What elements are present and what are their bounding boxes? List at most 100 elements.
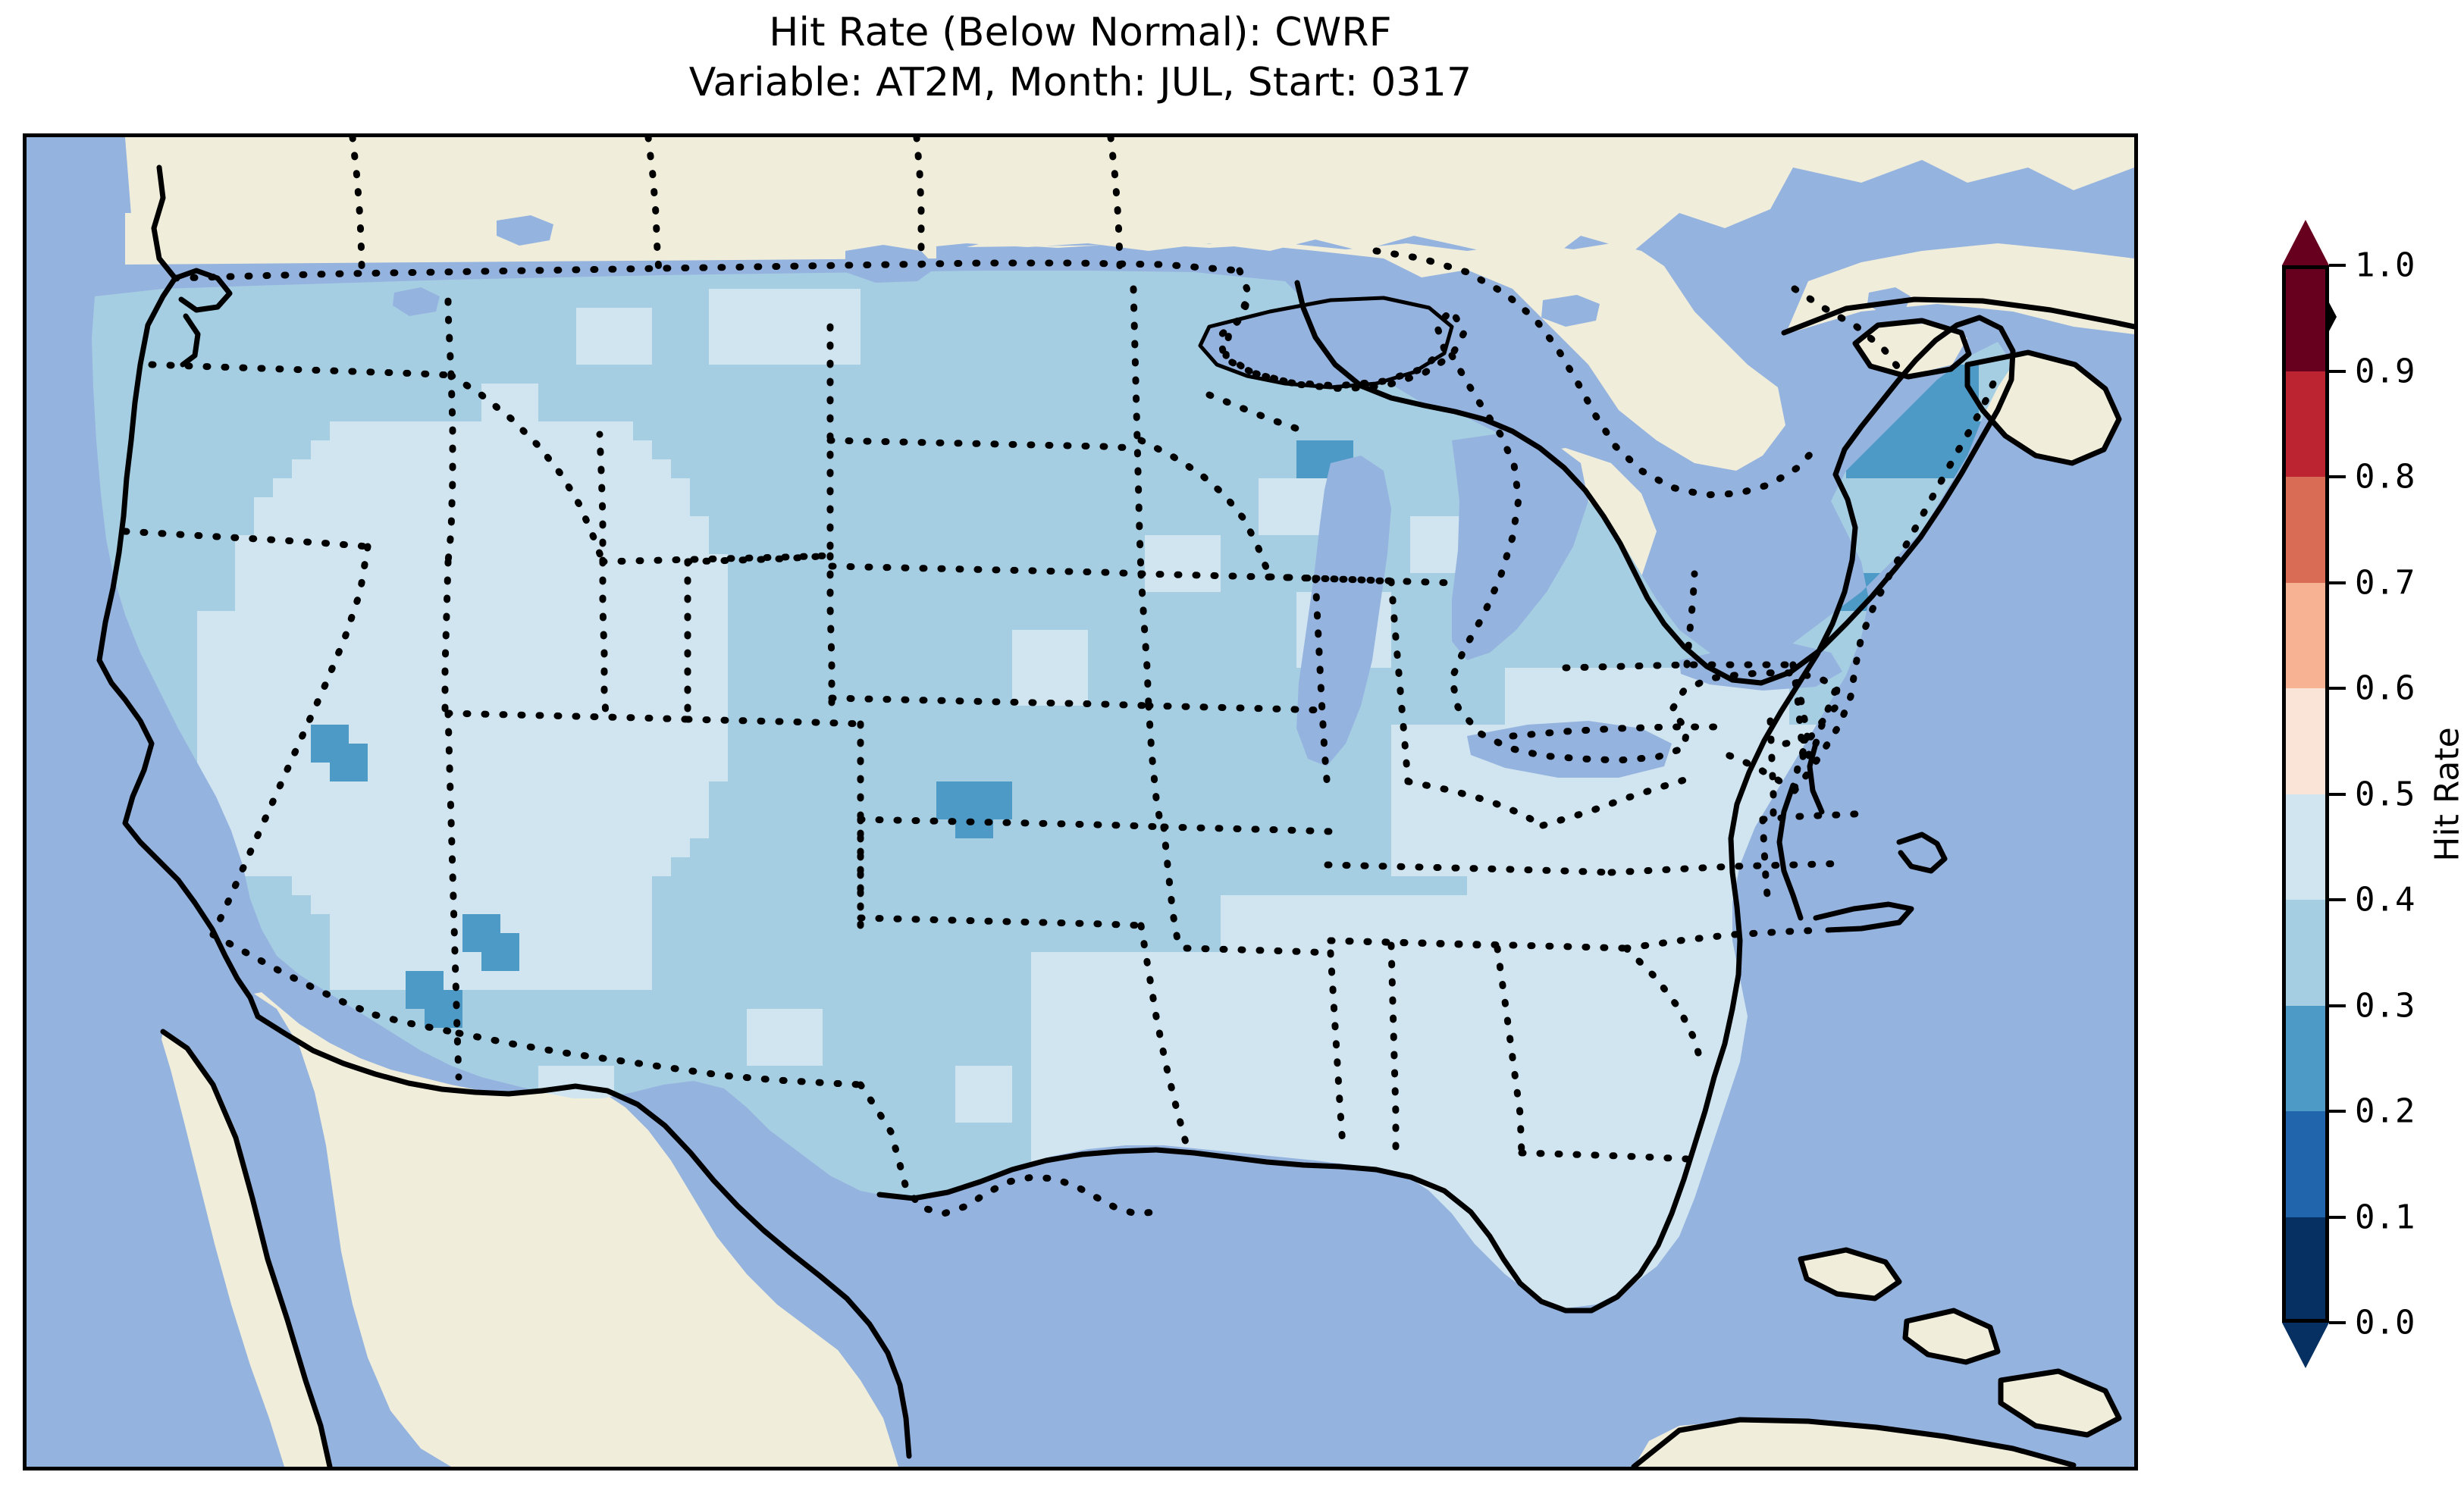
- state-border-ne-ia: [1137, 570, 1152, 709]
- canada-prov-0: [349, 137, 365, 279]
- colorbar-tick-label: 1.0: [2355, 246, 2415, 285]
- canada-prov-1: [644, 137, 663, 274]
- state-border-ny-vt: [1789, 661, 1807, 767]
- state-border-four-corners: [444, 709, 691, 723]
- colorbar-band-0.2-0.3[interactable]: [2286, 1005, 2325, 1111]
- colorbar-tick-label: 0.0: [2355, 1303, 2415, 1342]
- map-plot: [27, 137, 2134, 1467]
- state-border-in-oh: [1387, 578, 1412, 785]
- state-border-wy-ne: [826, 552, 835, 722]
- new-brunswick-coast: [1852, 318, 1972, 380]
- colorbar-band-0.0-0.1[interactable]: [2286, 1217, 2325, 1319]
- mexico-mainland: [254, 992, 898, 1467]
- lake-winnipeg: [845, 245, 936, 283]
- state-border-mo-ar: [1160, 823, 1334, 835]
- state-border-tx-la: [1137, 922, 1190, 1149]
- colorbar-band-0.4-0.5[interactable]: [2286, 794, 2325, 900]
- colorbar-band-0.6-0.7[interactable]: [2286, 582, 2325, 688]
- state-border-az-south: [371, 1011, 462, 1037]
- state-border-ct-ny: [1759, 816, 1771, 899]
- state-border-id-wy: [596, 431, 607, 565]
- state-border-wy-co: [599, 558, 610, 719]
- state-border-nc-va: [1607, 860, 1850, 876]
- lake-champlain: [1782, 487, 1822, 513]
- border-layer: [121, 137, 2003, 1217]
- colorbar-tick-label: 0.9: [2355, 352, 2415, 390]
- state-border-ms-al: [1387, 941, 1400, 1157]
- coastline-layer: [96, 164, 2134, 1467]
- lake-north-2: [497, 215, 553, 246]
- state-border-wi-il: [1266, 573, 1395, 585]
- colorbar-band-0.7-0.8[interactable]: [2286, 477, 2325, 583]
- state-border-ks-ok: [857, 816, 1168, 831]
- maine-nh-border: [1718, 749, 1798, 794]
- state-border-md-de: [1782, 735, 1818, 747]
- map-axes: [23, 133, 2138, 1471]
- bahamas-2: [1907, 1312, 1998, 1361]
- state-border-mo-ks: [1145, 702, 1165, 829]
- state-border-nh-me: [1812, 673, 1844, 747]
- cuba: [1634, 1418, 2074, 1467]
- lake-nipigon: [1541, 295, 1600, 327]
- cuba-coast: [1631, 1417, 2077, 1467]
- us-canada-border-maine: [1791, 365, 2003, 794]
- state-border-va-wv: [1539, 773, 1698, 829]
- state-border-il-in: [1312, 575, 1331, 793]
- colorbar-band-0.8-0.9[interactable]: [2286, 371, 2325, 477]
- lake-erie: [1467, 721, 1672, 778]
- colorbar-tick: [2329, 792, 2346, 796]
- title-line-2: Variable: AT2M, Month: JUL, Start: 0317: [688, 60, 1472, 105]
- puget-sound: [172, 268, 233, 313]
- state-border-wi-mn: [1137, 437, 1271, 573]
- figure-title: Hit Rate (Below Normal): CWRF Variable: …: [0, 8, 2161, 108]
- colorbar-tick-label: 0.7: [2355, 563, 2415, 602]
- state-border-ar-la: [1183, 944, 1334, 957]
- colorbar-band-0.5-0.6[interactable]: [2286, 688, 2325, 794]
- state-border-ga-fl: [1518, 1149, 1691, 1163]
- colorbar-tick: [2329, 1321, 2346, 1324]
- land-layer: [125, 137, 2134, 1467]
- state-border-nm-south: [455, 1029, 864, 1088]
- state-border-mt-id: [444, 282, 455, 379]
- colorbar-band-0.9-1.0[interactable]: [2286, 269, 2325, 371]
- colorbar-band-0.3-0.4[interactable]: [2286, 900, 2325, 1006]
- colorbar-tick-label: 0.2: [2355, 1092, 2415, 1131]
- state-border-rio-grande: [857, 1081, 1160, 1217]
- colorbar-tick-label: 0.8: [2355, 457, 2415, 496]
- colorbar-bands[interactable]: [2282, 265, 2329, 1323]
- gulf-st-lawrence: [1781, 296, 2134, 336]
- state-border-az-nm: [444, 709, 462, 1081]
- state-border-ny-west: [1683, 570, 1698, 669]
- colorbar-tick: [2329, 1110, 2346, 1113]
- gulf-coast: [876, 1006, 1735, 1314]
- state-border-wv-pa: [1509, 723, 1721, 740]
- colorbar[interactable]: 0.0 0.1 0.2 0.3 0.4 0.5 0.6 0.7 0.8 0.9 1.0: [2282, 220, 2415, 1368]
- lake-superior: [1200, 298, 1452, 387]
- pacific-coast: [96, 164, 261, 1019]
- state-border-id-mt: [447, 371, 607, 565]
- state-border-nv-ut: [441, 558, 452, 717]
- canada-prov-3: [1107, 137, 1124, 274]
- canada-prov-2: [913, 137, 925, 268]
- quebec-ontario-border: [1372, 247, 1823, 499]
- state-border-ca-az: [209, 931, 379, 1019]
- us-canada-border-east: [1448, 352, 1841, 794]
- delaware-bay: [1807, 741, 1825, 815]
- colorbar-tick-label: 0.5: [2355, 775, 2415, 813]
- colorbar-tick-label: 0.4: [2355, 880, 2415, 919]
- state-border-sc-nc: [1622, 926, 1827, 952]
- long-island: [1813, 901, 1914, 933]
- state-border-ky-tn: [1324, 861, 1615, 876]
- state-border-in-mi: [1312, 575, 1456, 587]
- colorbar-tick: [2329, 475, 2346, 478]
- state-border-ar-mo: [1160, 823, 1183, 952]
- colorbar-tick: [2329, 369, 2346, 373]
- baja-coast: [160, 1029, 333, 1467]
- mexico-east-coast: [255, 1013, 912, 1459]
- colorbar-tick: [2329, 1004, 2346, 1007]
- state-border-oh-ky: [1404, 778, 1547, 829]
- colorbar-band-0.1-0.2[interactable]: [2286, 1111, 2325, 1217]
- state-border-id-or: [444, 371, 456, 565]
- colorbar-tick-label: 0.6: [2355, 669, 2415, 708]
